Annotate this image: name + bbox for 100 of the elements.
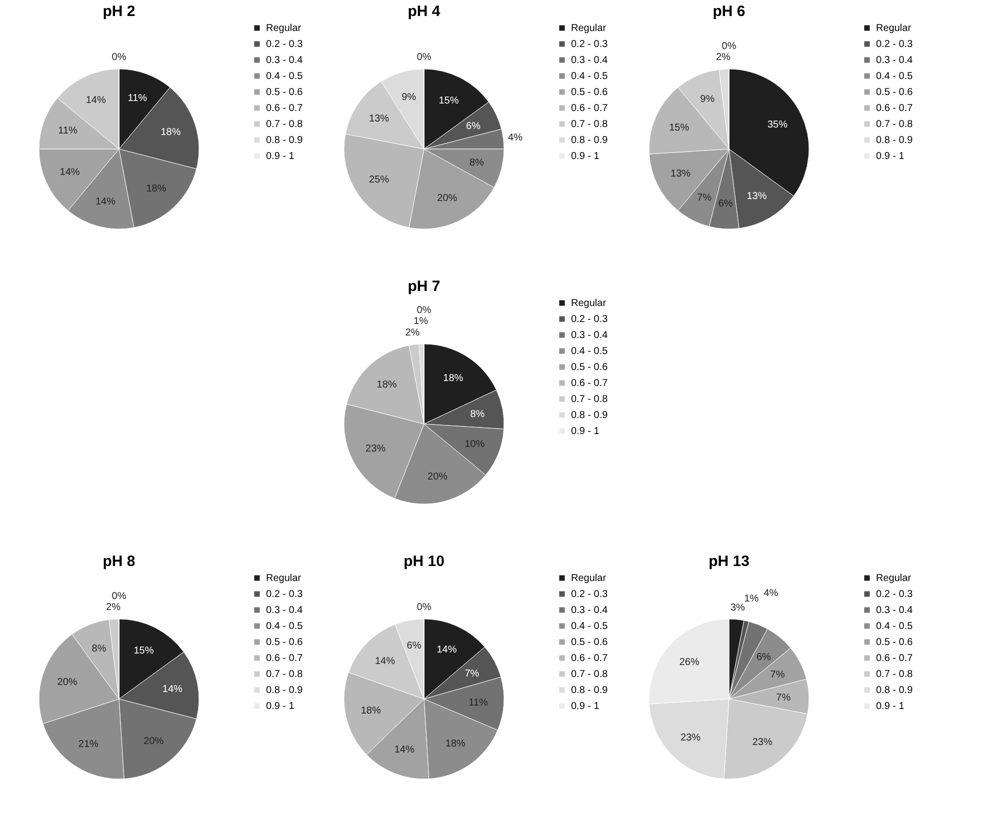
chart-title: pH 8 [102, 553, 136, 570]
legend-label: 0.5 - 0.6 [571, 87, 608, 98]
legend-label: 0.5 - 0.6 [876, 87, 914, 98]
legend-label: 0.2 - 0.3 [571, 589, 608, 600]
legend-label: 0.4 - 0.5 [876, 621, 914, 632]
legend-label: 0.4 - 0.5 [266, 621, 304, 632]
legend-label: 0.2 - 0.3 [266, 589, 304, 600]
legend-label: 0.9 - 1 [571, 426, 600, 437]
data-label: 15% [134, 646, 154, 657]
data-label: 7% [776, 692, 791, 704]
data-label: 20% [428, 472, 448, 483]
data-label: 20% [437, 193, 458, 204]
legend-label: 0.8 - 0.9 [571, 410, 608, 421]
data-label: 9% [402, 92, 416, 103]
legend-label: Regular [571, 573, 607, 584]
legend-label: 0.9 - 1 [876, 701, 905, 712]
legend-label: 0.6 - 0.7 [266, 103, 304, 114]
legend-label: 0.6 - 0.7 [571, 653, 608, 664]
data-label: 23% [366, 444, 386, 455]
data-label: 11% [58, 126, 78, 137]
legend-label: 0.8 - 0.9 [571, 685, 608, 696]
data-label: 18% [376, 379, 397, 390]
data-label: 23% [752, 736, 772, 748]
data-label: 14% [60, 167, 80, 178]
legend-label: 0.2 - 0.3 [876, 589, 914, 600]
legend-label: 0.5 - 0.6 [266, 637, 304, 648]
data-label: 14% [374, 656, 396, 668]
data-label: 15% [438, 96, 459, 107]
data-label: 25% [369, 174, 390, 186]
data-label: 20% [57, 677, 78, 688]
data-label: 18% [445, 738, 466, 750]
text: 0% [416, 305, 432, 316]
data-label: 13% [670, 168, 691, 180]
data-label: 8% [470, 408, 485, 420]
legend-label: Regular [876, 23, 912, 34]
data-label: 7% [770, 669, 785, 680]
data-label: 6% [756, 652, 772, 664]
data-label: 11% [128, 92, 148, 104]
data-label: 4% [508, 132, 523, 144]
data-label: 13% [369, 113, 390, 124]
text: 0% [112, 591, 126, 602]
legend-label: 0.3 - 0.4 [571, 55, 608, 66]
legend-label: 0.2 - 0.3 [876, 39, 914, 50]
data-label: 8% [469, 158, 484, 169]
data-label: 6% [466, 120, 481, 132]
legend-label: 0.7 - 0.8 [876, 119, 914, 130]
data-label: 20% [144, 736, 164, 747]
legend-label: 0.6 - 0.7 [876, 103, 914, 114]
data-label: 23% [680, 732, 701, 744]
legend-label: 0.3 - 0.4 [876, 55, 914, 66]
legend-label: 0.4 - 0.5 [571, 346, 608, 357]
data-label: 8% [92, 643, 106, 654]
legend-label: 0.2 - 0.3 [266, 39, 304, 50]
data-label: 6% [718, 198, 733, 210]
legend-label: 0.8 - 0.9 [266, 685, 304, 696]
data-label: 18% [443, 373, 464, 384]
legend-label: 0.8 - 0.9 [876, 135, 914, 146]
legend-label: 0.7 - 0.8 [266, 119, 304, 130]
data-label: 4% [764, 588, 778, 600]
chart-title: pH 4 [408, 3, 441, 20]
text: 0% [722, 41, 736, 52]
legend-label: 0.5 - 0.6 [876, 637, 914, 648]
data-label: 1% [414, 316, 428, 328]
data-label: 1% [744, 593, 759, 604]
data-label: 35% [767, 119, 788, 130]
legend-label: 0.3 - 0.4 [571, 330, 608, 341]
data-label: 18% [360, 706, 381, 717]
legend-label: 0.5 - 0.6 [266, 87, 304, 98]
data-label: 14% [436, 644, 457, 656]
text: 0% [416, 52, 432, 63]
legend-label: 0.9 - 1 [571, 151, 600, 162]
legend-label: 0.8 - 0.9 [266, 135, 304, 146]
data-label: 2% [405, 328, 420, 339]
data-label: 7% [464, 668, 480, 680]
legend-label: 0.7 - 0.8 [266, 669, 304, 680]
data-label: 13% [746, 190, 767, 202]
legend-label: 0.8 - 0.9 [876, 685, 914, 696]
legend-label: 0.3 - 0.4 [571, 605, 608, 616]
legend-label: 0.6 - 0.7 [266, 653, 304, 664]
legend-label: Regular [571, 298, 607, 309]
text: 0% [112, 52, 126, 63]
legend-label: 0.9 - 1 [266, 151, 295, 162]
legend-label: 0.3 - 0.4 [266, 605, 304, 616]
data-label: 2% [716, 52, 731, 64]
legend-label: 0.6 - 0.7 [876, 653, 914, 664]
legend-label: 0.7 - 0.8 [571, 394, 608, 405]
legend-label: Regular [266, 573, 302, 584]
data-label: 9% [700, 94, 715, 106]
legend-label: 0.4 - 0.5 [571, 621, 608, 632]
data-label: 14% [162, 684, 183, 695]
data-label: 6% [406, 640, 422, 652]
text: 0% [416, 602, 432, 613]
legend-label: 0.4 - 0.5 [571, 71, 608, 82]
data-label: 21% [78, 738, 99, 750]
data-label: 14% [394, 744, 414, 756]
data-label: 11% [468, 697, 488, 708]
legend-label: 0.9 - 1 [876, 151, 905, 162]
data-label: 2% [106, 602, 121, 614]
data-label: 14% [95, 196, 116, 208]
legend-label: 0.6 - 0.7 [571, 378, 608, 389]
